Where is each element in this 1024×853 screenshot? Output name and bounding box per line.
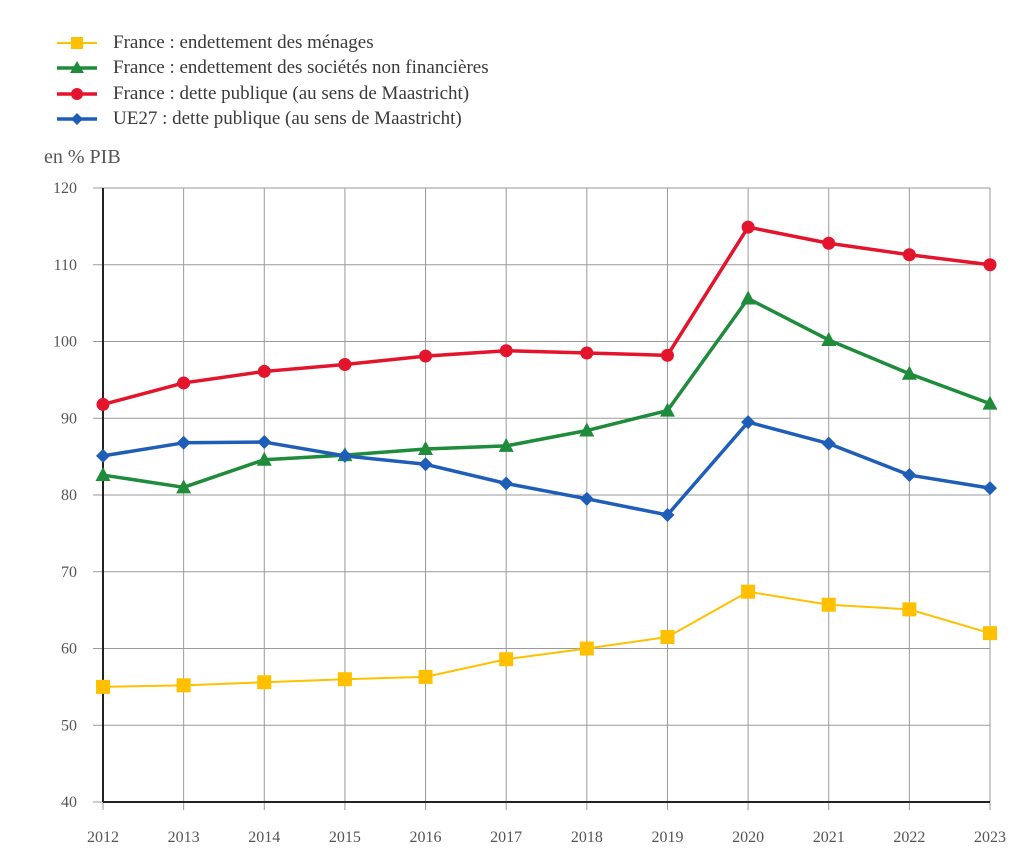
data-point-0-6 (579, 641, 594, 656)
data-point-1-8 (740, 290, 756, 305)
legend-item: UE27 : dette publique (au sens de Maastr… (55, 107, 489, 133)
data-point-3-11 (983, 481, 997, 496)
legend-label: UE27 : dette publique (au sens de Maastr… (113, 108, 462, 130)
data-point-3-2 (257, 435, 272, 450)
data-point-1-7 (659, 402, 675, 417)
data-point-3-6 (579, 491, 594, 506)
y-tick-label: 100 (53, 334, 77, 351)
data-point-2-6 (580, 346, 594, 360)
data-point-1-2 (256, 451, 272, 466)
data-point-1-5 (498, 437, 514, 452)
x-tick-label: 2012 (87, 829, 119, 846)
data-point-0-1 (176, 678, 191, 693)
legend-item: France : endettement des ménages (55, 30, 489, 56)
data-point-2-8 (741, 220, 755, 234)
y-axis-unit-label: en % PIB (44, 146, 121, 168)
data-point-3-9 (821, 436, 836, 451)
series-line-1 (102, 296, 991, 490)
legend-swatch-circle-icon (57, 87, 97, 100)
data-point-3-1 (176, 435, 191, 450)
y-tick-label: 40 (61, 794, 77, 811)
x-tick-label: 2022 (893, 829, 925, 846)
data-point-2-7 (660, 348, 674, 362)
y-tick-label: 60 (61, 641, 77, 658)
data-point-0-5 (499, 652, 514, 667)
y-tick-label: 110 (54, 257, 77, 274)
data-point-3-5 (499, 476, 514, 491)
data-point-2-1 (177, 376, 191, 390)
y-tick-label: 50 (61, 717, 77, 734)
data-point-2-9 (822, 236, 836, 250)
x-tick-label: 2016 (410, 829, 442, 846)
data-point-3-7 (660, 507, 675, 522)
data-point-0-10 (902, 602, 917, 617)
data-point-1-4 (418, 440, 434, 455)
y-tick-label: 80 (61, 487, 77, 504)
data-point-0-3 (337, 672, 352, 687)
data-point-2-10 (902, 248, 916, 262)
data-point-1-0 (95, 467, 111, 482)
data-point-2-2 (257, 364, 271, 378)
x-tick-label: 2020 (732, 829, 764, 846)
data-point-3-4 (418, 457, 433, 472)
x-tick-label: 2013 (168, 829, 200, 846)
data-point-3-10 (902, 468, 917, 483)
x-tick-label: 2021 (813, 829, 845, 846)
x-tick-label: 2023 (974, 829, 1006, 846)
legend-swatch-square-icon (57, 36, 97, 49)
data-point-1-11 (982, 395, 998, 410)
data-point-3-0 (96, 448, 110, 463)
legend-item: France : endettement des sociétés non fi… (55, 56, 489, 82)
series-line-0 (102, 590, 991, 688)
data-point-1-6 (579, 422, 595, 437)
data-point-2-11 (983, 258, 997, 272)
data-point-0-7 (660, 629, 675, 644)
data-point-0-2 (257, 675, 272, 690)
legend-label: France : dette publique (au sens de Maas… (113, 82, 470, 104)
x-tick-label: 2018 (571, 829, 603, 846)
data-point-3-8 (741, 415, 756, 430)
data-point-2-3 (338, 358, 352, 372)
x-tick-label: 2015 (329, 829, 361, 846)
data-point-1-1 (176, 479, 192, 494)
legend-label: France : endettement des sociétés non fi… (113, 57, 489, 79)
series-line-2 (102, 225, 991, 407)
x-tick-label: 2019 (651, 829, 683, 846)
legend-item: France : dette publique (au sens de Maas… (55, 81, 489, 107)
data-point-2-0 (96, 397, 110, 411)
data-point-0-0 (96, 679, 110, 694)
legend: France : endettement des ménages France :… (55, 30, 489, 132)
data-point-2-4 (419, 349, 433, 363)
data-point-2-5 (499, 344, 513, 358)
data-point-0-4 (418, 669, 433, 684)
data-point-1-9 (821, 331, 837, 346)
x-tick-label: 2014 (248, 829, 280, 846)
data-point-0-9 (821, 597, 836, 612)
legend-label: France : endettement des ménages (113, 31, 374, 53)
y-tick-label: 90 (61, 410, 77, 427)
data-point-3-3 (337, 448, 352, 463)
legend-swatch-diamond-icon (57, 113, 97, 126)
data-point-0-8 (741, 584, 756, 599)
series-line-3 (102, 420, 991, 517)
legend-swatch-triangle-icon (57, 61, 97, 74)
x-tick-label: 2017 (490, 829, 522, 846)
data-point-1-10 (901, 365, 917, 380)
y-tick-label: 120 (53, 180, 77, 197)
data-point-0-11 (983, 626, 997, 641)
y-tick-label: 70 (61, 564, 77, 581)
